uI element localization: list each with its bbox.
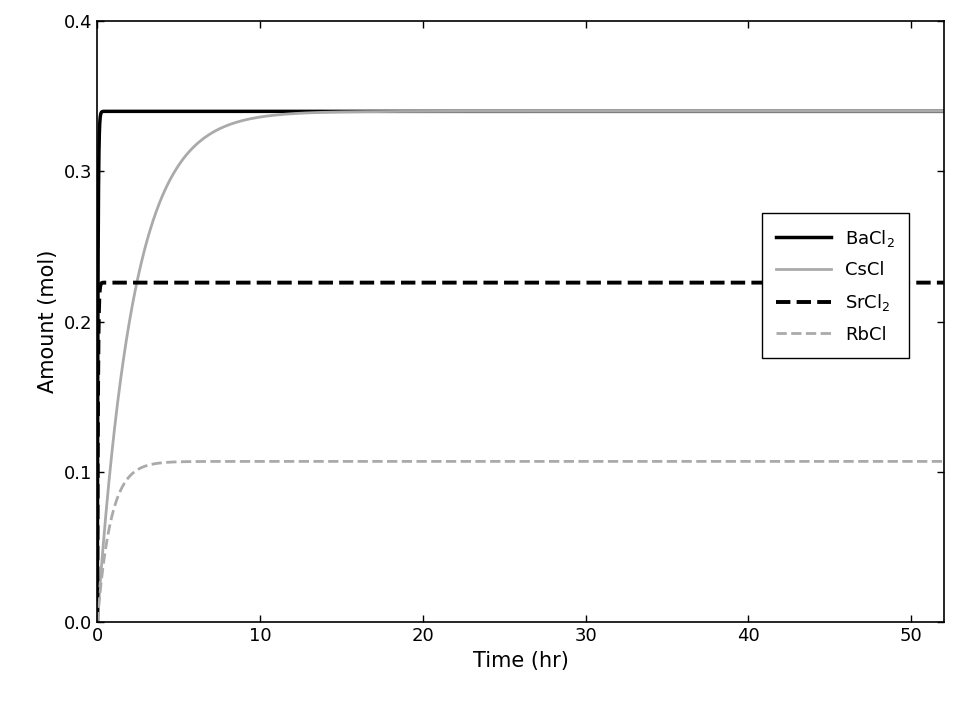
RbCl: [94, 589, 106, 597]
RbCl: [370, 457, 381, 466]
SrCl$_2$: [121, 279, 132, 287]
RbCl: [275, 457, 287, 466]
Line: RbCl: RbCl: [97, 462, 944, 622]
SrCl$_2$: [938, 279, 950, 287]
RbCl: [121, 477, 132, 485]
SrCl$_2$: [277, 279, 289, 287]
Line: CsCl: CsCl: [97, 112, 944, 622]
SrCl$_2$: [373, 279, 384, 287]
Line: SrCl$_2$: SrCl$_2$: [97, 283, 944, 622]
BaCl$_2$: [94, 116, 106, 124]
CsCl: [370, 107, 381, 116]
RbCl: [938, 457, 950, 466]
CsCl: [98, 535, 110, 544]
X-axis label: Time (hr): Time (hr): [473, 650, 568, 670]
CsCl: [275, 110, 287, 119]
BaCl$_2$: [98, 107, 110, 116]
CsCl: [624, 107, 635, 116]
RbCl: [98, 558, 110, 566]
BaCl$_2$: [373, 107, 384, 116]
RbCl: [91, 618, 103, 626]
RbCl: [626, 457, 637, 466]
BaCl$_2$: [91, 618, 103, 626]
BaCl$_2$: [626, 107, 637, 116]
SrCl$_2$: [116, 279, 127, 287]
SrCl$_2$: [94, 284, 106, 293]
CsCl: [938, 107, 950, 116]
BaCl$_2$: [121, 107, 132, 116]
BaCl$_2$: [116, 107, 127, 116]
CsCl: [94, 582, 106, 590]
Legend: BaCl$_2$, CsCl, SrCl$_2$, RbCl: BaCl$_2$, CsCl, SrCl$_2$, RbCl: [762, 214, 910, 358]
CsCl: [91, 618, 103, 626]
RbCl: [597, 457, 609, 466]
BaCl$_2$: [277, 107, 289, 116]
Line: BaCl$_2$: BaCl$_2$: [97, 112, 944, 622]
Y-axis label: Amount (mol): Amount (mol): [38, 250, 58, 393]
BaCl$_2$: [938, 107, 950, 116]
SrCl$_2$: [98, 279, 110, 287]
CsCl: [121, 338, 132, 346]
SrCl$_2$: [91, 618, 103, 626]
SrCl$_2$: [626, 279, 637, 287]
